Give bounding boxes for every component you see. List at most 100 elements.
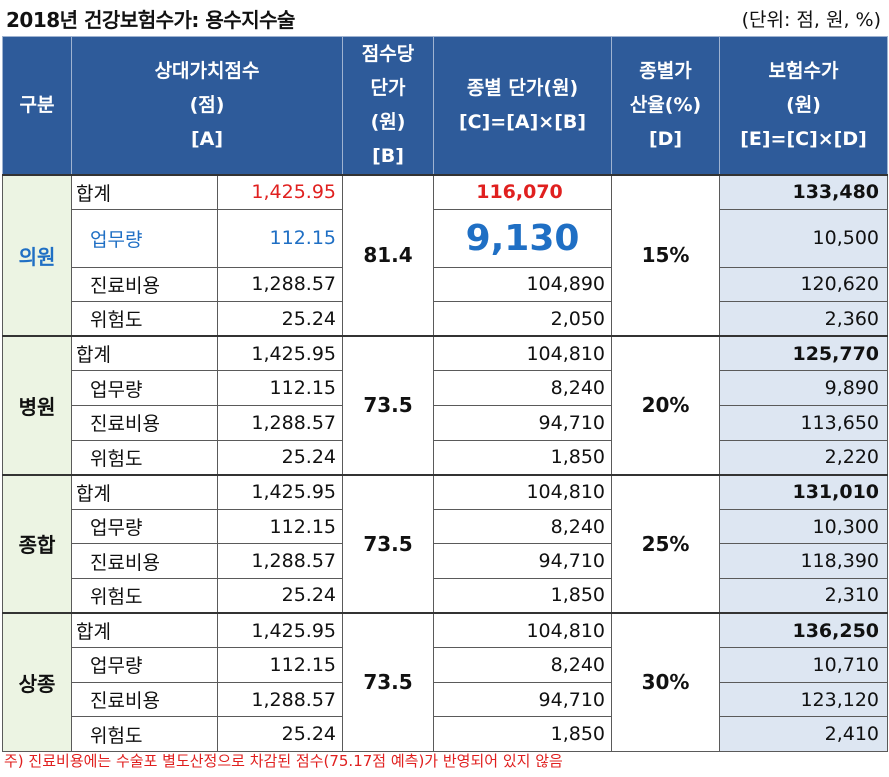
- row-label: 합계: [71, 612, 218, 649]
- unit-price-cell: 73.5: [342, 612, 435, 752]
- price-cell: 1,850: [433, 439, 613, 476]
- row-label: 위험도: [71, 716, 218, 752]
- fee-cell: 133,480: [719, 173, 889, 210]
- price-cell: 9,130: [433, 208, 613, 268]
- header-category: 구분: [2, 36, 72, 175]
- price-cell: 8,240: [433, 647, 613, 683]
- points-cell: 1,425.95: [216, 335, 344, 372]
- fee-cell: 10,300: [719, 508, 889, 545]
- fee-cell: 9,890: [719, 370, 889, 406]
- markup-cell: 20%: [611, 335, 721, 476]
- unit-price-cell: 81.4: [342, 173, 435, 337]
- price-cell: 104,810: [433, 612, 613, 649]
- markup-cell: 15%: [611, 173, 721, 337]
- row-label: 합계: [71, 173, 218, 210]
- table-row: 진료비용 1,288.57 94,710 123,120: [3, 681, 889, 718]
- table-row: 진료비용 1,288.57 94,710 118,390: [3, 543, 889, 579]
- table-row: 업무량 112.15 9,130 10,500: [3, 208, 889, 268]
- row-label: 업무량: [71, 508, 218, 545]
- row-label: 합계: [71, 473, 218, 510]
- table-row: 위험도 25.24 1,850 2,410: [3, 716, 889, 752]
- group-label: 의원: [2, 173, 72, 337]
- points-cell: 1,288.57: [216, 543, 344, 579]
- markup-cell: 25%: [611, 473, 721, 614]
- points-cell: 1,425.95: [216, 473, 344, 510]
- price-cell: 116,070: [433, 173, 613, 210]
- header-markup: 종별가 산율(%) [D]: [611, 36, 721, 175]
- points-cell: 25.24: [216, 716, 344, 752]
- group-label: 상종: [2, 612, 72, 752]
- row-label: 위험도: [71, 301, 218, 337]
- group-label: 종합: [2, 473, 72, 614]
- unit-price-cell: 73.5: [342, 335, 435, 476]
- table-row: 상종 합계 1,425.95 73.5 104,810 30% 136,250: [2, 612, 889, 752]
- markup-cell: 30%: [611, 612, 721, 752]
- fee-cell: 120,620: [719, 266, 889, 303]
- price-cell: 1,850: [433, 716, 613, 752]
- fee-cell: 10,500: [719, 208, 889, 268]
- table-row: 진료비용 1,288.57 104,890 120,620: [3, 266, 889, 303]
- fee-cell: 118,390: [719, 543, 889, 579]
- points-cell: 1,425.95: [216, 612, 344, 649]
- row-label: 업무량: [71, 370, 218, 406]
- fee-cell: 2,410: [719, 716, 889, 752]
- price-cell: 8,240: [433, 370, 613, 406]
- header-fee: 보험수가 (원) [E]=[C]×[D]: [719, 36, 889, 175]
- price-cell: 1,850: [433, 577, 613, 614]
- points-cell: 112.15: [216, 208, 344, 268]
- fee-cell: 2,360: [719, 301, 889, 337]
- price-cell: 104,890: [433, 266, 613, 303]
- fee-cell: 123,120: [719, 681, 889, 718]
- table-row: 진료비용 1,288.57 94,710 113,650: [3, 404, 889, 441]
- row-label: 진료비용: [71, 266, 218, 303]
- group-label: 병원: [2, 335, 72, 476]
- row-label: 위험도: [71, 439, 218, 476]
- table-row: 업무량 112.15 8,240 9,890: [3, 370, 889, 406]
- points-cell: 112.15: [216, 370, 344, 406]
- price-cell: 104,810: [433, 473, 613, 510]
- fee-cell: 125,770: [719, 335, 889, 372]
- fee-cell: 131,010: [719, 473, 889, 510]
- row-label: 진료비용: [71, 681, 218, 718]
- header-points: 상대가치점수 (점) [A]: [70, 36, 344, 175]
- row-label: 진료비용: [71, 543, 218, 579]
- header-row: 구분 상대가치점수 (점) [A] 점수당 단가 (원) [B] 종별 단가(원…: [2, 36, 889, 175]
- header-unit-price: 점수당 단가 (원) [B]: [342, 36, 435, 175]
- table-row: 위험도 25.24 1,850 2,220: [3, 439, 889, 476]
- row-label: 업무량: [71, 647, 218, 683]
- table-row: 의원 합계 1,425.95 81.4 116,070 15% 133,480: [2, 173, 889, 337]
- fee-cell: 10,710: [719, 647, 889, 683]
- points-cell: 1,288.57: [216, 266, 344, 303]
- price-cell: 94,710: [433, 681, 613, 718]
- header-type-price: 종별 단가(원) [C]=[A]×[B]: [433, 36, 613, 175]
- row-label: 합계: [71, 335, 218, 372]
- fee-cell: 2,220: [719, 439, 889, 476]
- row-label: 위험도: [71, 577, 218, 614]
- price-cell: 104,810: [433, 335, 613, 372]
- table-row: 위험도 25.24 2,050 2,360: [3, 301, 889, 337]
- table-row: 종합 합계 1,425.95 73.5 104,810 25% 131,010: [2, 473, 889, 614]
- points-cell: 112.15: [216, 508, 344, 545]
- points-cell: 1,288.57: [216, 404, 344, 441]
- fee-cell: 2,310: [719, 577, 889, 614]
- table-row: 병원 합계 1,425.95 73.5 104,810 20% 125,770: [2, 335, 889, 476]
- page-title: 2018년 건강보험수가: 용수지수술: [6, 8, 295, 32]
- unit-price-cell: 73.5: [342, 473, 435, 614]
- table-row: 위험도 25.24 1,850 2,310: [3, 577, 889, 614]
- points-cell: 25.24: [216, 577, 344, 614]
- price-cell: 8,240: [433, 508, 613, 545]
- points-cell: 1,288.57: [216, 681, 344, 718]
- points-cell: 25.24: [216, 439, 344, 476]
- points-cell: 25.24: [216, 301, 344, 337]
- points-cell: 1,425.95: [216, 173, 344, 210]
- price-cell: 94,710: [433, 404, 613, 441]
- fee-cell: 136,250: [719, 612, 889, 649]
- price-cell: 2,050: [433, 301, 613, 337]
- fee-table: 구분 상대가치점수 (점) [A] 점수당 단가 (원) [B] 종별 단가(원…: [2, 36, 889, 752]
- fee-cell: 113,650: [719, 404, 889, 441]
- table-row: 업무량 112.15 8,240 10,710: [3, 647, 889, 683]
- points-cell: 112.15: [216, 647, 344, 683]
- footnote: 주) 진료비용에는 수술포 별도산정으로 차감된 점수(75.17점 예측)가 …: [4, 752, 563, 770]
- price-cell: 94,710: [433, 543, 613, 579]
- table-row: 업무량 112.15 8,240 10,300: [3, 508, 889, 545]
